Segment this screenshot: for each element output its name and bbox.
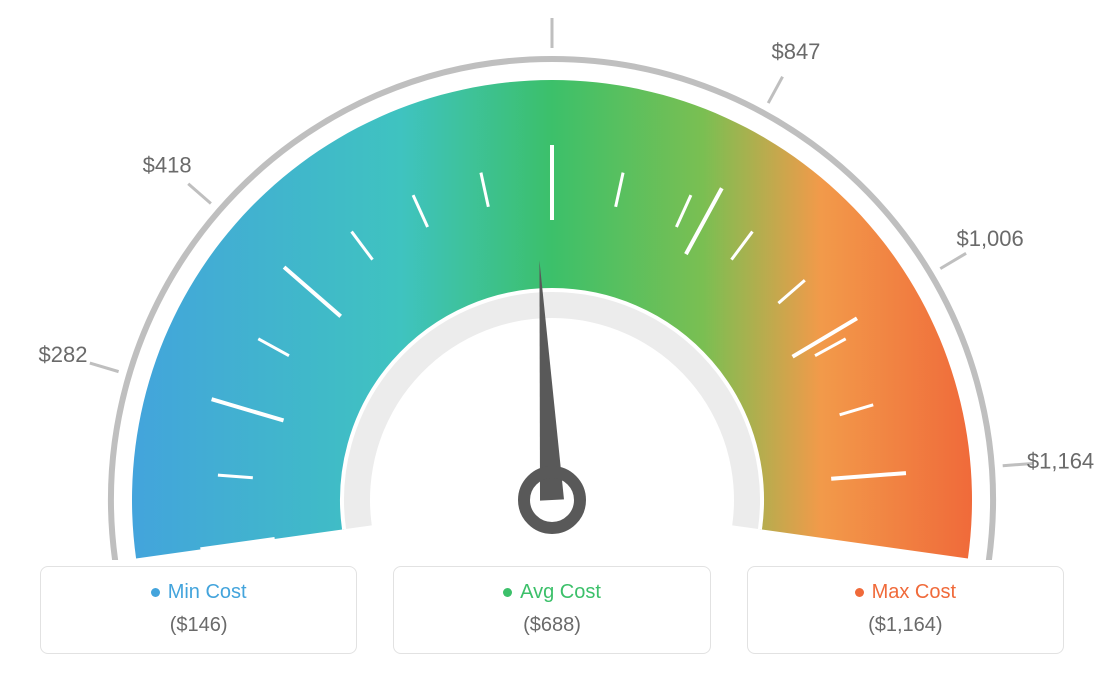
legend-title-text: Min Cost bbox=[168, 581, 247, 603]
legend-title: Min Cost bbox=[51, 581, 346, 604]
tick-label: $1,006 bbox=[956, 226, 1023, 251]
legend-card: Avg Cost ($688) bbox=[393, 566, 710, 654]
tick-label: $1,164 bbox=[1027, 448, 1094, 473]
legend-title-text: Avg Cost bbox=[520, 581, 601, 603]
legend-title: Max Cost bbox=[758, 581, 1053, 604]
gauge-area: $146 $282 $418 $688 $847 $1,006 $1,164 bbox=[0, 0, 1104, 560]
legend-dot-icon bbox=[855, 588, 864, 597]
legend-title: Avg Cost bbox=[404, 581, 699, 604]
tick-label: $282 bbox=[39, 342, 88, 367]
chart-container: $146 $282 $418 $688 $847 $1,006 $1,164 Min Cos… bbox=[0, 0, 1104, 690]
tick-label: $688 bbox=[528, 0, 577, 2]
major-tick bbox=[940, 253, 966, 268]
legend-title-text: Max Cost bbox=[872, 581, 956, 603]
tick-label: $146 bbox=[22, 558, 71, 560]
legend-value: ($1,164) bbox=[758, 614, 1053, 637]
tick-label: $418 bbox=[143, 152, 192, 177]
tick-label: $847 bbox=[771, 39, 820, 64]
legend-value: ($688) bbox=[404, 614, 699, 637]
gauge-svg: $146 $282 $418 $688 $847 $1,006 $1,164 bbox=[0, 0, 1104, 560]
legend-row: Min Cost ($146) Avg Cost ($688) Max Cost ($1,… bbox=[0, 566, 1104, 654]
major-tick bbox=[188, 184, 211, 204]
major-tick bbox=[90, 363, 119, 372]
legend-value: ($146) bbox=[51, 614, 346, 637]
legend-card: Max Cost ($1,164) bbox=[747, 566, 1064, 654]
major-tick bbox=[768, 77, 782, 103]
legend-card: Min Cost ($146) bbox=[40, 566, 357, 654]
legend-dot-icon bbox=[151, 588, 160, 597]
legend-dot-icon bbox=[503, 588, 512, 597]
